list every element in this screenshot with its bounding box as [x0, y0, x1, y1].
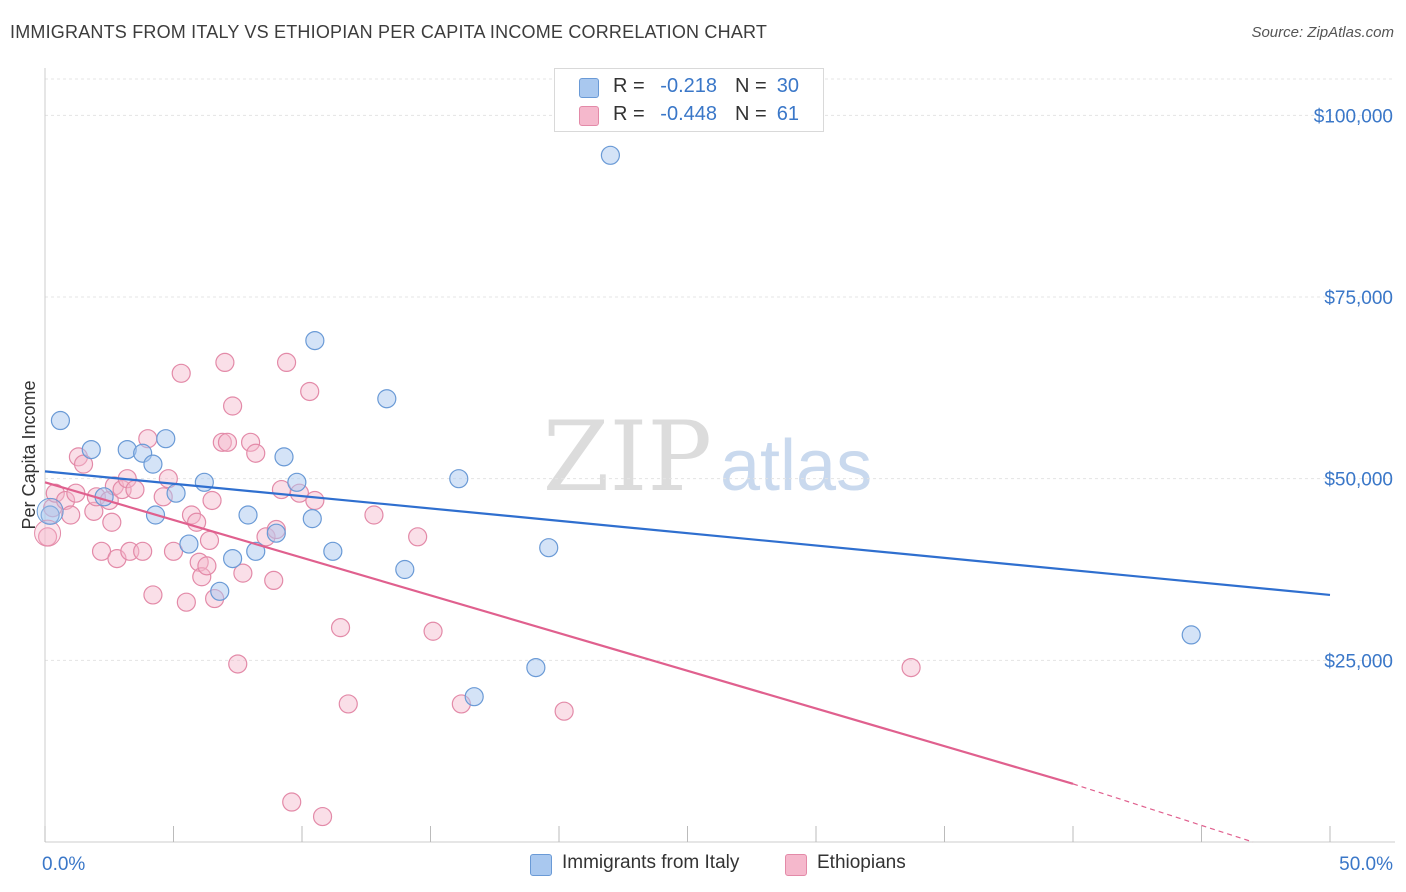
point-italy: [377, 389, 397, 409]
point-italy: [36, 497, 64, 525]
point-ethiopians: [202, 490, 222, 511]
y-axis-label: Per Capita Income: [19, 380, 39, 529]
point-ethiopians: [312, 806, 333, 827]
point-italy: [194, 472, 214, 492]
series-legend-label: Ethiopians: [817, 852, 906, 873]
x-tick-label-min: 0.0%: [42, 854, 85, 875]
y-tick-label: $75,000: [1324, 288, 1393, 309]
point-ethiopians: [901, 657, 921, 678]
point-ethiopians: [176, 592, 196, 612]
point-italy: [395, 559, 415, 580]
point-ethiopians: [34, 519, 62, 547]
legend-row-italy: R = -0.218 N = 30: [555, 73, 823, 101]
legend-n-label: N =: [735, 103, 767, 125]
series-legend-swatch-ethiopians: [785, 854, 807, 876]
trendline-ethiopians: [44, 481, 1074, 785]
point-italy: [81, 440, 101, 460]
point-italy: [526, 657, 546, 678]
point-ethiopians: [276, 352, 297, 372]
point-ethiopians: [192, 567, 212, 587]
point-ethiopians: [84, 501, 104, 521]
legend-r-label: R =: [613, 75, 645, 97]
series-legend: Immigrants from Italy Ethiopians: [0, 852, 1406, 878]
point-ethiopians: [264, 570, 284, 591]
point-italy: [156, 429, 176, 449]
point-ethiopians: [223, 396, 243, 416]
watermark-atlas: atlas: [720, 426, 872, 506]
point-ethiopians: [241, 432, 261, 452]
trendline-ethiopians-extension: [1072, 783, 1254, 843]
point-ethiopians: [300, 381, 320, 402]
x-tick-label-max: 50.0%: [1339, 854, 1393, 875]
y-tick-label: $50,000: [1324, 470, 1393, 491]
point-italy: [210, 581, 230, 601]
point-ethiopians: [143, 585, 163, 605]
point-italy: [50, 410, 71, 431]
point-italy: [464, 687, 484, 707]
point-ethiopians: [423, 621, 443, 641]
trendline-italy: [44, 470, 1331, 597]
y-tick-label: $25,000: [1324, 651, 1393, 672]
legend-swatch-italy: [579, 78, 599, 98]
legend-swatch-ethiopians: [579, 106, 599, 126]
point-ethiopians: [364, 505, 384, 525]
point-italy: [143, 454, 163, 474]
point-italy: [223, 548, 243, 569]
point-italy: [238, 505, 258, 525]
point-ethiopians: [133, 541, 153, 561]
legend-row-ethiopians: R = -0.448 N = 61: [555, 101, 823, 129]
point-ethiopians: [197, 556, 217, 576]
point-italy: [449, 469, 469, 489]
legend-n-value: 61: [776, 103, 799, 125]
point-ethiopians: [330, 618, 351, 638]
point-italy: [600, 145, 621, 165]
point-italy: [166, 483, 186, 503]
point-italy: [246, 541, 266, 561]
point-ethiopians: [125, 479, 145, 500]
chart-title: IMMIGRANTS FROM ITALY VS ETHIOPIAN PER C…: [10, 22, 768, 42]
point-italy: [323, 541, 343, 561]
point-ethiopians: [246, 443, 266, 463]
y-tick-label: $100,000: [1314, 106, 1393, 127]
point-italy: [179, 534, 199, 554]
legend-r-value: -0.448: [660, 103, 717, 125]
point-ethiopians: [305, 490, 325, 511]
point-ethiopians: [554, 701, 574, 721]
legend-n-value: 30: [776, 75, 799, 97]
legend-n-label: N =: [735, 75, 767, 97]
point-ethiopians: [199, 530, 220, 551]
point-italy: [287, 472, 307, 492]
point-ethiopians: [408, 527, 428, 547]
point-ethiopians: [228, 654, 248, 674]
point-italy: [1181, 625, 1201, 645]
point-italy: [274, 447, 294, 467]
point-ethiopians: [91, 541, 112, 561]
point-italy: [302, 509, 322, 529]
point-ethiopians: [163, 541, 184, 561]
legend-r-value: -0.218: [660, 75, 717, 97]
point-ethiopians: [212, 432, 232, 452]
watermark-zip: ZIP: [543, 401, 712, 513]
point-ethiopians: [217, 432, 238, 452]
point-ethiopians: [187, 512, 207, 532]
series-legend-swatch-italy: [530, 854, 552, 876]
point-italy: [266, 523, 286, 543]
point-ethiopians: [282, 792, 302, 812]
point-ethiopians: [338, 694, 358, 714]
source-label: Source: ZipAtlas.com: [1251, 24, 1394, 41]
point-ethiopians: [215, 352, 235, 372]
point-italy: [305, 331, 325, 351]
point-ethiopians: [102, 512, 122, 532]
series-legend-label: Immigrants from Italy: [562, 852, 740, 873]
correlation-legend: R = -0.218 N = 30 R = -0.448 N = 61: [554, 68, 824, 132]
point-ethiopians: [233, 563, 253, 583]
point-italy: [539, 538, 559, 558]
point-ethiopians: [171, 363, 191, 383]
legend-r-label: R =: [613, 103, 645, 125]
point-ethiopians: [61, 505, 81, 525]
